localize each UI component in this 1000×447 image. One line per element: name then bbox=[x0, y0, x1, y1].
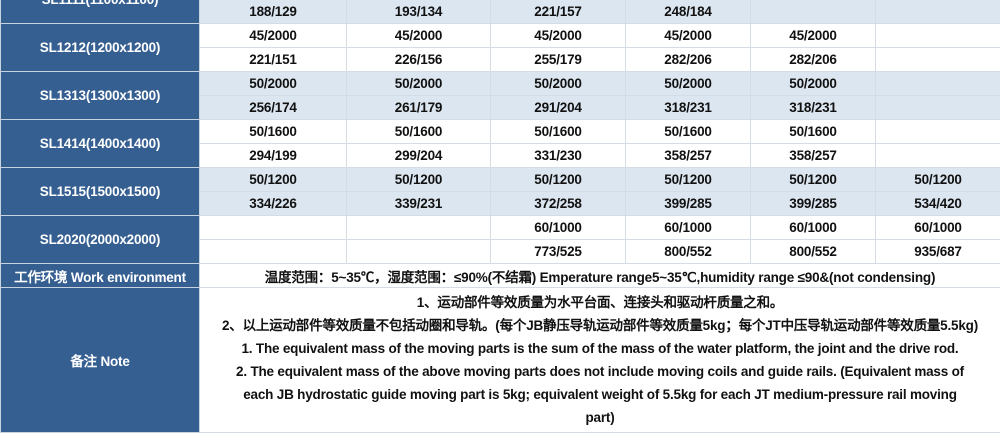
table-cell: 50/1600 bbox=[490, 119, 626, 144]
table-cell: 221/157 bbox=[490, 0, 626, 24]
note-label: 备注 Note bbox=[0, 287, 200, 433]
spec-table: SL1111(1100x1100)188/129193/134221/15724… bbox=[0, 0, 1000, 433]
table-row: 221/151 226/156 255/179 282/206 282/206 bbox=[1, 47, 1000, 72]
table-cell: 50/1200 bbox=[875, 167, 1000, 192]
table-row: SL1414(1400x1400) 50/1600 50/1600 50/1600 50… bbox=[0, 119, 1000, 168]
note-line: 1、运动部件等效质量为水平台面、连接头和驱动杆质量之和。 bbox=[416, 295, 784, 310]
table-cell: 261/179 bbox=[346, 95, 491, 120]
table-cell: 60/1000 bbox=[490, 215, 626, 240]
table-cell: 45/2000 bbox=[199, 23, 347, 48]
table-cell: 188/129 bbox=[199, 0, 347, 24]
table-cell: 372/258 bbox=[490, 191, 626, 216]
note-line: 2、以上运动部件等效质量不包括动圈和导轨。(每个JB静压导轨运动部件等效质量5k… bbox=[222, 318, 978, 333]
table-cell: 50/1600 bbox=[750, 119, 876, 144]
table-cell: 339/231 bbox=[346, 191, 491, 216]
table-row: 773/525 800/552 800/552 935/687 bbox=[1, 239, 1000, 264]
model-label: SL1212(1200x1200) bbox=[0, 23, 200, 72]
table-cell: 294/199 bbox=[199, 143, 347, 168]
table-row: SL1212(1200x1200) 45/2000 45/2000 45/2000 45… bbox=[0, 23, 1000, 72]
table-cell: 255/179 bbox=[490, 47, 626, 72]
table-cell: 800/552 bbox=[750, 239, 876, 264]
table-row: 188/129 193/134 221/157 248/184 bbox=[1, 0, 1000, 24]
note-text: 1、运动部件等效质量为水平台面、连接头和驱动杆质量之和。 2、以上运动部件等效质量… bbox=[199, 287, 1000, 433]
table-row: 334/226 339/231 372/258 399/285 399/285 534/4… bbox=[1, 191, 1000, 216]
table-cell bbox=[875, 47, 1000, 72]
table-cell bbox=[875, 71, 1000, 96]
table-cell: 773/525 bbox=[490, 239, 626, 264]
note-line: 2. The equivalent mass of the above movi… bbox=[236, 364, 964, 379]
model-label: SL1515(1500x1500) bbox=[0, 167, 200, 216]
table-cell: 318/231 bbox=[750, 95, 876, 120]
model-label: SL1111(1100x1100) bbox=[0, 0, 200, 24]
table-cell: 45/2000 bbox=[625, 23, 751, 48]
model-label: SL1414(1400x1400) bbox=[0, 119, 200, 168]
environment-label: 工作环境 Work environment bbox=[0, 263, 200, 288]
table-cell bbox=[346, 239, 491, 264]
table-cell: 50/2000 bbox=[625, 71, 751, 96]
table-cell: 358/257 bbox=[750, 143, 876, 168]
table-row: 256/174 261/179 291/204 318/231 318/231 bbox=[1, 95, 1000, 120]
note-line: each JB hydrostatic guide moving part is… bbox=[243, 387, 957, 402]
table-cell bbox=[875, 95, 1000, 120]
table-cell: 282/206 bbox=[750, 47, 876, 72]
table-cell: 318/231 bbox=[625, 95, 751, 120]
table-cell: 50/1200 bbox=[346, 167, 491, 192]
table-cell: 45/2000 bbox=[750, 23, 876, 48]
table-cell: 226/156 bbox=[346, 47, 491, 72]
model-label: SL2020(2000x2000) bbox=[0, 215, 200, 264]
table-cell: 60/1000 bbox=[875, 215, 1000, 240]
table-cell bbox=[875, 23, 1000, 48]
table-cell: 334/226 bbox=[199, 191, 347, 216]
table-cell: 50/2000 bbox=[199, 71, 347, 96]
table-row: SL1515(1500x1500) 50/1200 50/1200 50/1200 50… bbox=[0, 167, 1000, 216]
table-cell: 358/257 bbox=[625, 143, 751, 168]
table-cell: 193/134 bbox=[346, 0, 491, 24]
table-cell: 50/1200 bbox=[625, 167, 751, 192]
table-cell bbox=[875, 119, 1000, 144]
table-cell: 50/1600 bbox=[625, 119, 751, 144]
note-line: 1. The equivalent mass of the moving par… bbox=[241, 341, 959, 356]
table-cell: 50/1600 bbox=[346, 119, 491, 144]
table-cell: 399/285 bbox=[625, 191, 751, 216]
environment-text: 温度范围：5~35℃，湿度范围：≤90%(不结霜) Emperature ran… bbox=[199, 263, 1000, 288]
table-cell: 50/2000 bbox=[346, 71, 491, 96]
table-cell bbox=[346, 215, 491, 240]
table-cell bbox=[875, 143, 1000, 168]
table-cell bbox=[199, 215, 347, 240]
table-cell: 256/174 bbox=[199, 95, 347, 120]
table-cell: 221/151 bbox=[199, 47, 347, 72]
table-cell: 50/1600 bbox=[199, 119, 347, 144]
table-cell: 534/420 bbox=[875, 191, 1000, 216]
table-cell: 50/2000 bbox=[750, 71, 876, 96]
table-cell: 291/204 bbox=[490, 95, 626, 120]
environment-row: 工作环境 Work environment 温度范围：5~35℃，湿度范围：≤90… bbox=[0, 263, 1000, 288]
table-cell: 60/1000 bbox=[750, 215, 876, 240]
note-line: part) bbox=[585, 410, 615, 425]
table-cell: 331/230 bbox=[490, 143, 626, 168]
note-row: 备注 Note 1、运动部件等效质量为水平台面、连接头和驱动杆质量之和。 2、以上运… bbox=[0, 287, 1000, 433]
table-cell: 299/204 bbox=[346, 143, 491, 168]
table-cell: 50/1200 bbox=[750, 167, 876, 192]
table-cell: 50/1200 bbox=[199, 167, 347, 192]
table-cell: 45/2000 bbox=[346, 23, 491, 48]
table-cell: 399/285 bbox=[750, 191, 876, 216]
table-cell: 50/2000 bbox=[490, 71, 626, 96]
table-cell bbox=[875, 0, 1000, 24]
table-cell: 248/184 bbox=[625, 0, 751, 24]
table-cell bbox=[750, 0, 876, 24]
table-row: 294/199 299/204 331/230 358/257 358/257 bbox=[1, 143, 1000, 168]
model-label: SL1313(1300x1300) bbox=[0, 71, 200, 120]
table-cell: 45/2000 bbox=[490, 23, 626, 48]
table-row: SL2020(2000x2000) 60/1000 60/1000 60/1000 60… bbox=[0, 215, 1000, 264]
table-row: SL1313(1300x1300) 50/2000 50/2000 50/2000 50… bbox=[0, 71, 1000, 120]
table-cell: 935/687 bbox=[875, 239, 1000, 264]
table-cell: 60/1000 bbox=[625, 215, 751, 240]
table-cell: 50/1200 bbox=[490, 167, 626, 192]
table-cell: 800/552 bbox=[625, 239, 751, 264]
table-cell bbox=[199, 239, 347, 264]
table-cell: 282/206 bbox=[625, 47, 751, 72]
